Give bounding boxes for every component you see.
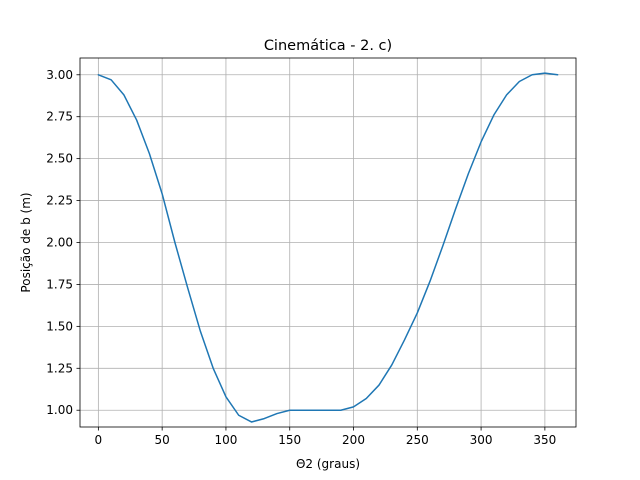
y-tick-label: 2.00 (46, 236, 73, 250)
series-layer (97, 72, 559, 423)
y-tick-label: 2.75 (46, 110, 73, 124)
x-tick-label: 150 (278, 433, 301, 447)
y-tick-label: 2.50 (46, 152, 73, 166)
x-tick-label: 250 (406, 433, 429, 447)
x-tick-label: 100 (214, 433, 237, 447)
y-tick-label: 1.75 (46, 277, 73, 291)
chart-title: Cinemática - 2. c) (264, 38, 392, 54)
y-tick-label: 1.25 (46, 361, 73, 375)
y-axis: 1.00 1.25 1.50 1.75 2.00 2.25 2.50 2.75 3.00 (46, 68, 80, 417)
series-line (97, 72, 559, 423)
x-tick-label: 200 (342, 433, 365, 447)
x-tick-label: 350 (533, 433, 556, 447)
y-tick-label: 1.00 (46, 403, 73, 417)
y-tick-label: 2.25 (46, 194, 73, 208)
y-tick-label: 3.00 (46, 68, 73, 82)
grid (80, 58, 576, 427)
y-tick-label: 1.50 (46, 319, 73, 333)
x-tick-label: 300 (470, 433, 493, 447)
y-axis-label: Posição de b (m) (19, 192, 33, 292)
x-axis: 0 50 100 150 200 250 300 350 (95, 427, 556, 447)
x-tick-label: 50 (155, 433, 170, 447)
x-tick-label: 0 (95, 433, 103, 447)
x-axis-label: Θ2 (graus) (296, 457, 360, 471)
